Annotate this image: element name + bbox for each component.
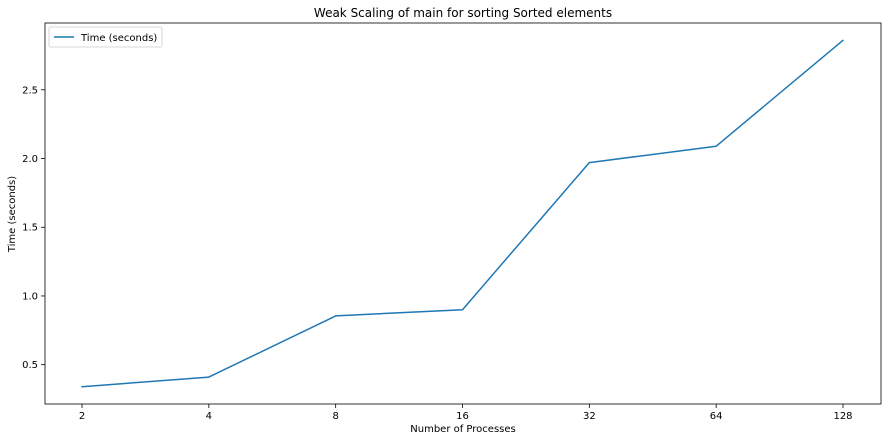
data-point [842,39,844,42]
y-tick-label: 0.5 [22,360,38,371]
legend: Time (seconds) [48,26,163,48]
y-axis-title: Time (seconds) [7,176,18,253]
series-line [81,39,844,388]
y-tick-label: 2.0 [22,154,38,165]
y-axis: 0.5 1.0 1.5 2.0 2.5 [22,85,45,371]
x-axis-title: Number of Processes [410,424,515,435]
x-tick-label: 128 [833,411,852,422]
x-tick-label: 8 [332,411,338,422]
legend-box [48,26,163,48]
x-tick-label: 64 [710,411,723,422]
x-tick-label: 4 [206,411,212,422]
x-tick-label: 32 [583,411,596,422]
data-point [334,315,337,317]
data-point [81,385,83,388]
plot-area-frame [44,22,882,405]
data-point [715,145,717,147]
data-point [208,376,210,378]
x-tick-label: 16 [456,411,469,422]
series-layer [81,39,844,388]
y-tick-label: 1.0 [22,291,38,302]
x-tick-label: 2 [79,411,85,422]
legend-label: Time (seconds) [80,33,157,44]
y-tick-label: 2.5 [22,85,38,96]
data-point [588,161,591,164]
chart-title: Weak Scaling of main for sorting Sorted … [314,6,612,20]
x-axis: 2 4 8 16 32 64 128 [79,404,853,422]
y-tick-label: 1.5 [22,223,38,234]
data-point [461,308,464,311]
